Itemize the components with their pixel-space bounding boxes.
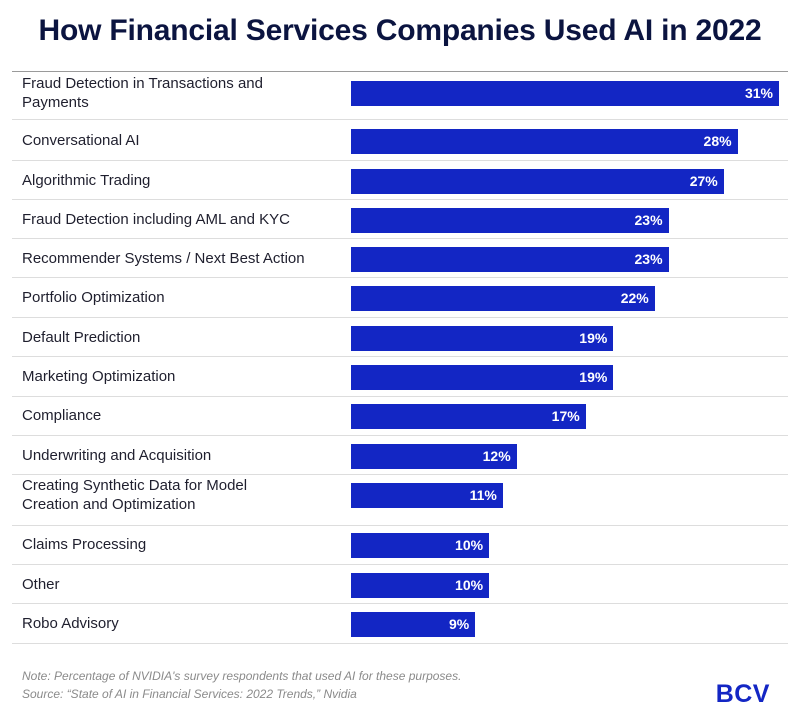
row-separator <box>12 564 788 565</box>
category-label: Default Prediction <box>22 329 141 346</box>
bcv-logo: BCV <box>715 680 770 708</box>
value-label: 31% <box>744 85 773 101</box>
row-separator <box>12 396 788 397</box>
value-label: 10% <box>455 577 484 593</box>
row-separator <box>12 435 788 436</box>
bar: 23% <box>351 247 669 272</box>
bar: 10% <box>351 573 490 598</box>
bar: 31% <box>351 81 779 106</box>
title-divider <box>12 71 788 72</box>
category-label: Claims Processing <box>22 536 147 553</box>
value-label: 23% <box>634 251 663 267</box>
bar: 10% <box>351 533 490 558</box>
value-label: 9% <box>449 616 470 632</box>
row-separator <box>12 356 788 357</box>
row-separator <box>12 317 788 318</box>
footnote: Note: Percentage of NVIDIA's survey resp… <box>22 667 461 703</box>
row-separator <box>12 474 788 475</box>
row-separator <box>12 160 788 161</box>
category-label: Marketing Optimization <box>22 368 176 385</box>
bar: 27% <box>351 169 724 194</box>
bar: 23% <box>351 208 669 233</box>
category-label: Robo Advisory <box>22 615 119 632</box>
bar: 22% <box>351 286 655 311</box>
bar: 28% <box>351 129 738 154</box>
category-label: Conversational AI <box>22 132 140 149</box>
row-separator <box>12 238 788 239</box>
category-label: Other <box>22 576 60 593</box>
value-label: 19% <box>579 369 608 385</box>
value-label: 19% <box>579 330 608 346</box>
value-label: 22% <box>620 290 649 306</box>
chart-title: How Financial Services Companies Used AI… <box>38 14 762 47</box>
category-label: Portfolio Optimization <box>22 289 165 306</box>
source-text: Source: “State of AI in Financial Servic… <box>22 687 357 701</box>
category-label: Fraud Detection including AML and KYC <box>22 211 290 228</box>
bar: 19% <box>351 326 614 351</box>
row-separator <box>12 277 788 278</box>
value-label: 10% <box>455 537 484 553</box>
row-separator <box>12 525 788 526</box>
bar: 17% <box>351 404 586 429</box>
value-label: 27% <box>689 173 718 189</box>
row-separator <box>12 199 788 200</box>
value-label: 12% <box>482 448 511 464</box>
category-label: Recommender Systems / Next Best Action <box>22 250 305 267</box>
value-label: 28% <box>703 133 732 149</box>
category-label: Underwriting and Acquisition <box>22 447 212 464</box>
category-label: Creating Synthetic Data for Model Creati… <box>22 477 248 513</box>
row-separator <box>12 643 788 644</box>
value-label: 23% <box>634 212 663 228</box>
category-label: Compliance <box>22 407 102 424</box>
row-separator <box>12 119 788 120</box>
value-label: 11% <box>469 487 497 503</box>
bar: 19% <box>351 365 614 390</box>
note-text: Note: Percentage of NVIDIA's survey resp… <box>22 669 462 683</box>
bar: 12% <box>351 444 517 469</box>
category-label: Algorithmic Trading <box>22 172 151 189</box>
value-label: 17% <box>551 408 580 424</box>
bar: 9% <box>351 612 476 637</box>
row-separator <box>12 603 788 604</box>
bar: 11% <box>351 483 503 508</box>
category-label: Fraud Detection in Transactions and Paym… <box>22 75 263 111</box>
